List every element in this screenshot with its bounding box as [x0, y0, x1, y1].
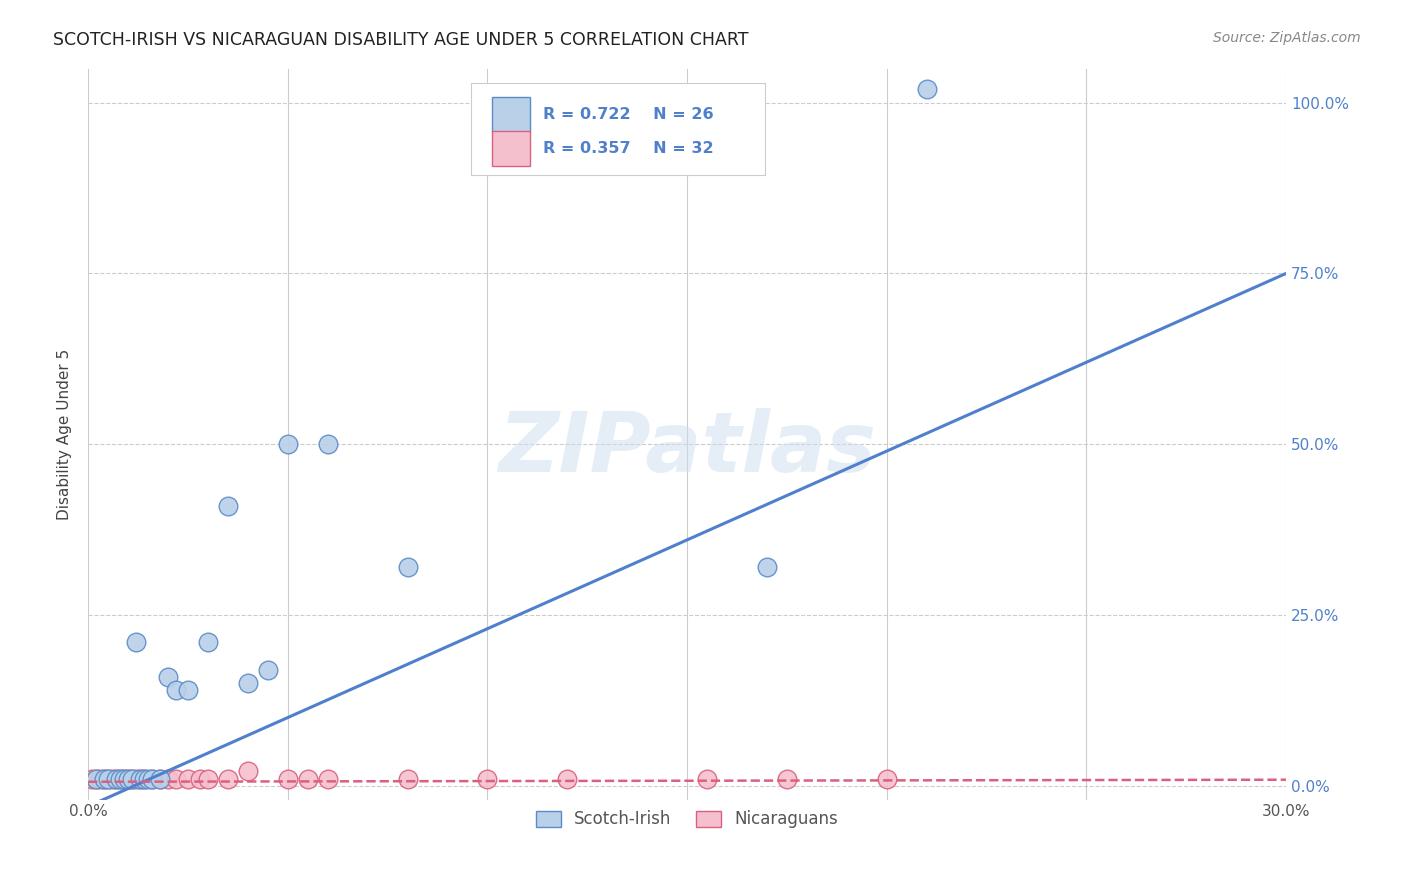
Point — [236, 676, 259, 690]
Point — [141, 772, 163, 786]
Point — [101, 772, 124, 786]
Text: Source: ZipAtlas.com: Source: ZipAtlas.com — [1213, 31, 1361, 45]
Point — [82, 772, 104, 786]
Point — [108, 772, 131, 786]
Point — [197, 635, 219, 649]
Point — [136, 772, 159, 786]
Point — [89, 772, 111, 786]
Point — [165, 772, 187, 786]
Point — [277, 437, 299, 451]
Point — [755, 560, 778, 574]
Text: R = 0.357    N = 32: R = 0.357 N = 32 — [543, 142, 714, 156]
Point — [149, 772, 172, 786]
Point — [156, 669, 179, 683]
Text: SCOTCH-IRISH VS NICARAGUAN DISABILITY AGE UNDER 5 CORRELATION CHART: SCOTCH-IRISH VS NICARAGUAN DISABILITY AG… — [53, 31, 749, 49]
Point — [396, 560, 419, 574]
Point — [776, 772, 799, 786]
Point — [84, 772, 107, 786]
Point — [125, 772, 148, 786]
Text: R = 0.722    N = 26: R = 0.722 N = 26 — [543, 107, 714, 122]
Point — [149, 772, 172, 786]
Point — [129, 772, 152, 786]
Point — [132, 772, 155, 786]
Point — [97, 772, 120, 786]
Point — [177, 683, 200, 698]
FancyBboxPatch shape — [492, 97, 530, 132]
Point — [132, 772, 155, 786]
Point — [915, 82, 938, 96]
Point — [117, 772, 139, 786]
Point — [129, 772, 152, 786]
Point — [117, 772, 139, 786]
Point — [105, 772, 128, 786]
Point — [316, 772, 339, 786]
Point — [197, 772, 219, 786]
Point — [97, 772, 120, 786]
Point — [105, 772, 128, 786]
Point — [217, 499, 239, 513]
Y-axis label: Disability Age Under 5: Disability Age Under 5 — [58, 349, 72, 520]
Point — [555, 772, 578, 786]
Point — [121, 772, 143, 786]
Point — [108, 772, 131, 786]
Text: ZIPatlas: ZIPatlas — [498, 409, 876, 489]
Point — [93, 772, 115, 786]
Point — [177, 772, 200, 786]
Point — [93, 772, 115, 786]
Point — [297, 772, 319, 786]
FancyBboxPatch shape — [492, 131, 530, 167]
Point — [141, 772, 163, 786]
Point — [156, 772, 179, 786]
Point — [112, 772, 135, 786]
Point — [396, 772, 419, 786]
Point — [112, 772, 135, 786]
Point — [217, 772, 239, 786]
Point — [477, 772, 499, 786]
Point — [121, 772, 143, 786]
Point — [84, 772, 107, 786]
Point — [876, 772, 898, 786]
Legend: Scotch-Irish, Nicaraguans: Scotch-Irish, Nicaraguans — [529, 804, 845, 835]
Point — [125, 635, 148, 649]
FancyBboxPatch shape — [471, 83, 765, 175]
Point — [256, 663, 278, 677]
Point — [277, 772, 299, 786]
Point — [696, 772, 718, 786]
Point — [236, 764, 259, 778]
Point — [165, 683, 187, 698]
Point — [316, 437, 339, 451]
Point — [188, 772, 211, 786]
